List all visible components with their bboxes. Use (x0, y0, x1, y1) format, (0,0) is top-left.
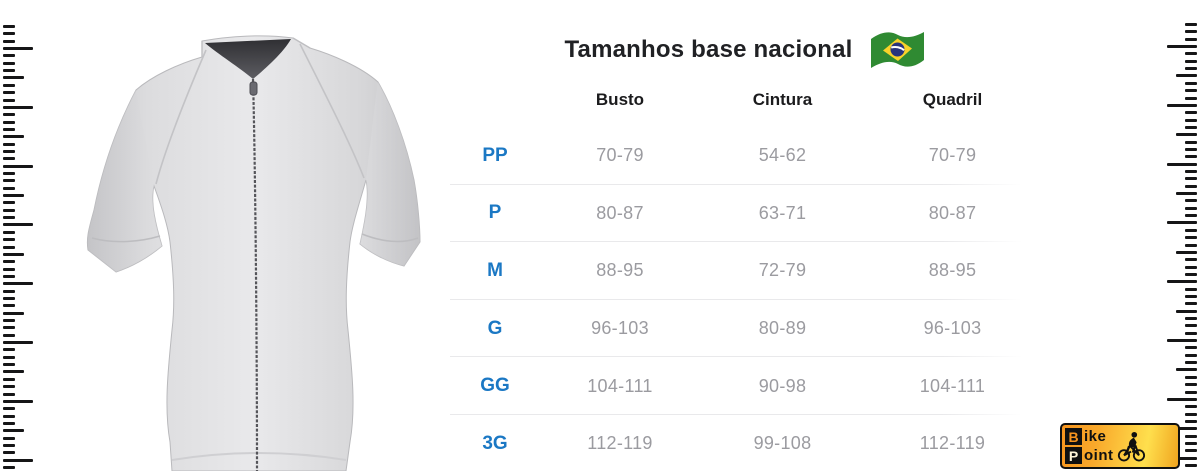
table-row: PP 70-79 54-62 70-79 (450, 127, 1040, 185)
busto-value: 88-95 (596, 260, 644, 281)
size-label: PP (482, 144, 508, 166)
table-row: 3G 112-119 99-108 112-119 (450, 415, 1040, 471)
size-label: M (487, 259, 503, 281)
column-header-cintura: Cintura (752, 90, 813, 109)
quadril-value: 88-95 (928, 260, 977, 281)
logo-initial-p: P (1065, 447, 1082, 464)
quadril-value: 96-103 (923, 318, 982, 339)
busto-value: 104-111 (587, 375, 653, 396)
size-label: P (488, 202, 502, 224)
row-divider (450, 413, 1022, 415)
brazil-flag-icon (870, 32, 924, 68)
quadril-value: 112-119 (919, 433, 986, 454)
row-divider (450, 298, 1022, 300)
quadril-value: 80-87 (928, 202, 977, 223)
cintura-value: 99-108 (753, 433, 812, 454)
size-label: GG (480, 375, 510, 397)
cintura-value: 90-98 (758, 375, 807, 396)
cyclist-icon (1117, 431, 1145, 462)
row-divider (450, 241, 1022, 243)
logo-initial-b: B (1065, 428, 1082, 445)
size-table-body: PP 70-79 54-62 70-79 P 80-87 63-71 80-87… (450, 127, 1040, 471)
size-label: 3G (482, 432, 508, 454)
jersey-product-image (86, 35, 421, 471)
cintura-value: 80-89 (758, 318, 807, 339)
cintura-value: 72-79 (758, 260, 807, 281)
column-header-quadril: Quadril (922, 90, 983, 109)
ruler-right-decoration (1163, 23, 1197, 471)
table-row: GG 104-111 90-98 104-111 (450, 357, 1040, 415)
size-label: G (487, 317, 503, 339)
bikepoint-logo: B ike P oint (1060, 423, 1180, 469)
size-table-header-row: Busto Cintura Quadril (450, 90, 1040, 110)
logo-word-point-rest: oint (1084, 447, 1114, 464)
row-divider (450, 183, 1022, 185)
ruler-left-decoration (3, 25, 37, 471)
busto-value: 112-119 (587, 433, 653, 454)
size-chart-header: Tamanhos base nacional (450, 28, 1040, 72)
row-divider (450, 356, 1022, 358)
table-row: P 80-87 63-71 80-87 (450, 185, 1040, 243)
cintura-value: 63-71 (758, 202, 807, 223)
busto-value: 96-103 (591, 318, 649, 339)
size-table: Busto Cintura Quadril PP 70-79 54-62 70-… (450, 90, 1040, 471)
quadril-value: 104-111 (919, 375, 986, 396)
quadril-value: 70-79 (928, 145, 977, 166)
cintura-value: 54-62 (758, 145, 807, 166)
size-chart-title: Tamanhos base nacional (564, 36, 853, 63)
table-row: M 88-95 72-79 88-95 (450, 242, 1040, 300)
table-row: G 96-103 80-89 96-103 (450, 300, 1040, 358)
busto-value: 70-79 (596, 145, 644, 166)
logo-word-bike-rest: ike (1084, 428, 1107, 445)
column-header-busto: Busto (595, 90, 645, 109)
busto-value: 80-87 (596, 202, 644, 223)
